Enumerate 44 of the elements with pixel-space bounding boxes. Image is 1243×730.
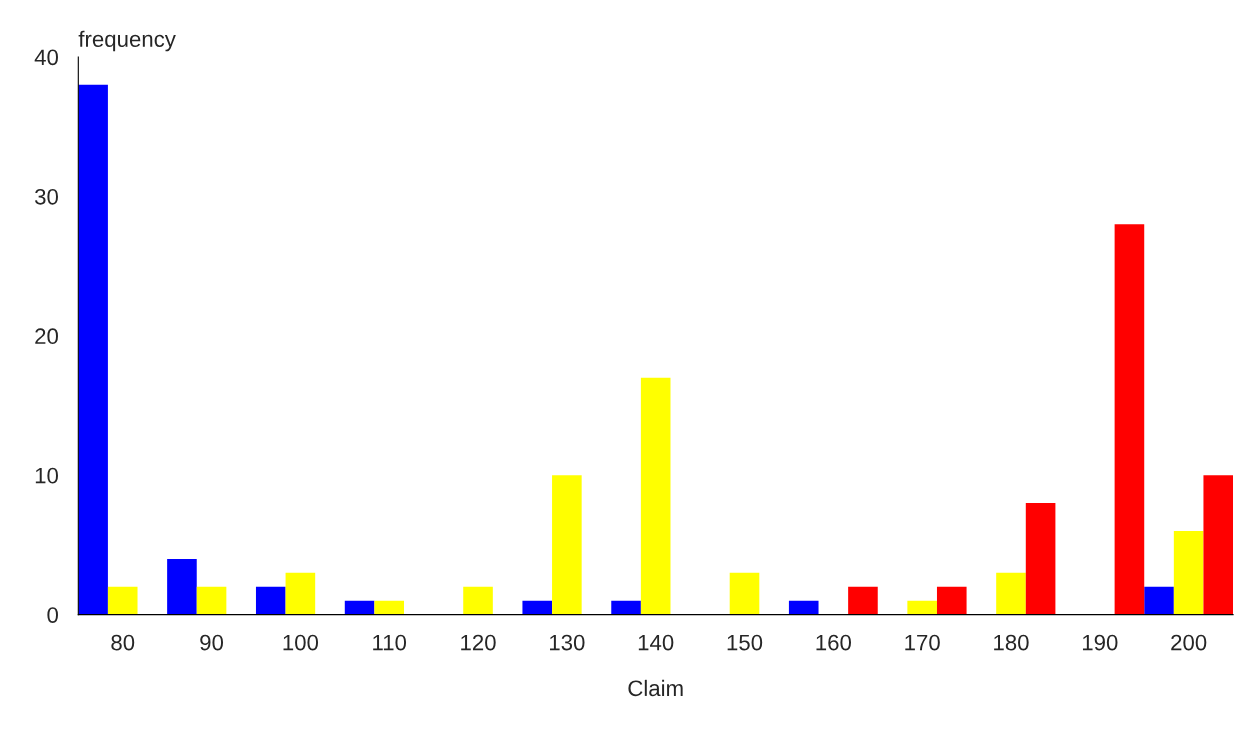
bar [996,572,1026,615]
bar [463,586,493,615]
bar [1173,531,1204,615]
bar [344,600,375,615]
x-tick-label: 170 [905,634,940,651]
bar [374,600,405,615]
bar [788,600,819,615]
bar [1144,586,1174,615]
bar [1114,224,1145,615]
x-tick-label: 120 [461,634,496,651]
x-axis-title: Claim [628,679,683,697]
bar [167,558,197,615]
x-tick-label: 160 [816,634,852,651]
bar [107,586,138,615]
x-tick-label: 200 [1171,634,1207,651]
bar [552,475,582,615]
y-tick-label: 0 [47,607,58,623]
x-tick-label: 80 [111,634,135,651]
x-tick-label: 150 [727,634,763,651]
x-tick-label: 190 [1082,634,1118,651]
x-tick-label: 110 [373,634,407,651]
bar [729,572,760,615]
bar [611,600,641,615]
x-tick-label: 140 [638,634,674,651]
x-tick-label: 130 [550,634,585,651]
bar [640,377,671,615]
x-tick-label: 100 [283,634,319,651]
bar [1025,503,1056,615]
bar [522,600,553,615]
y-tick-label: 30 [35,188,58,205]
bar [1203,475,1234,615]
bar [196,586,227,615]
y-tick-label: 40 [34,49,58,66]
bar [848,586,878,615]
bar [255,586,286,615]
y-tick-label: 10 [35,467,58,484]
y-axis-title: frequency [78,30,176,52]
bar [936,586,967,615]
y-tick-label: 20 [35,328,58,345]
bar [907,600,937,615]
x-tick-label: 180 [994,634,1029,651]
bar [78,84,108,615]
x-tick-label: 90 [200,634,224,651]
bar [285,572,316,615]
